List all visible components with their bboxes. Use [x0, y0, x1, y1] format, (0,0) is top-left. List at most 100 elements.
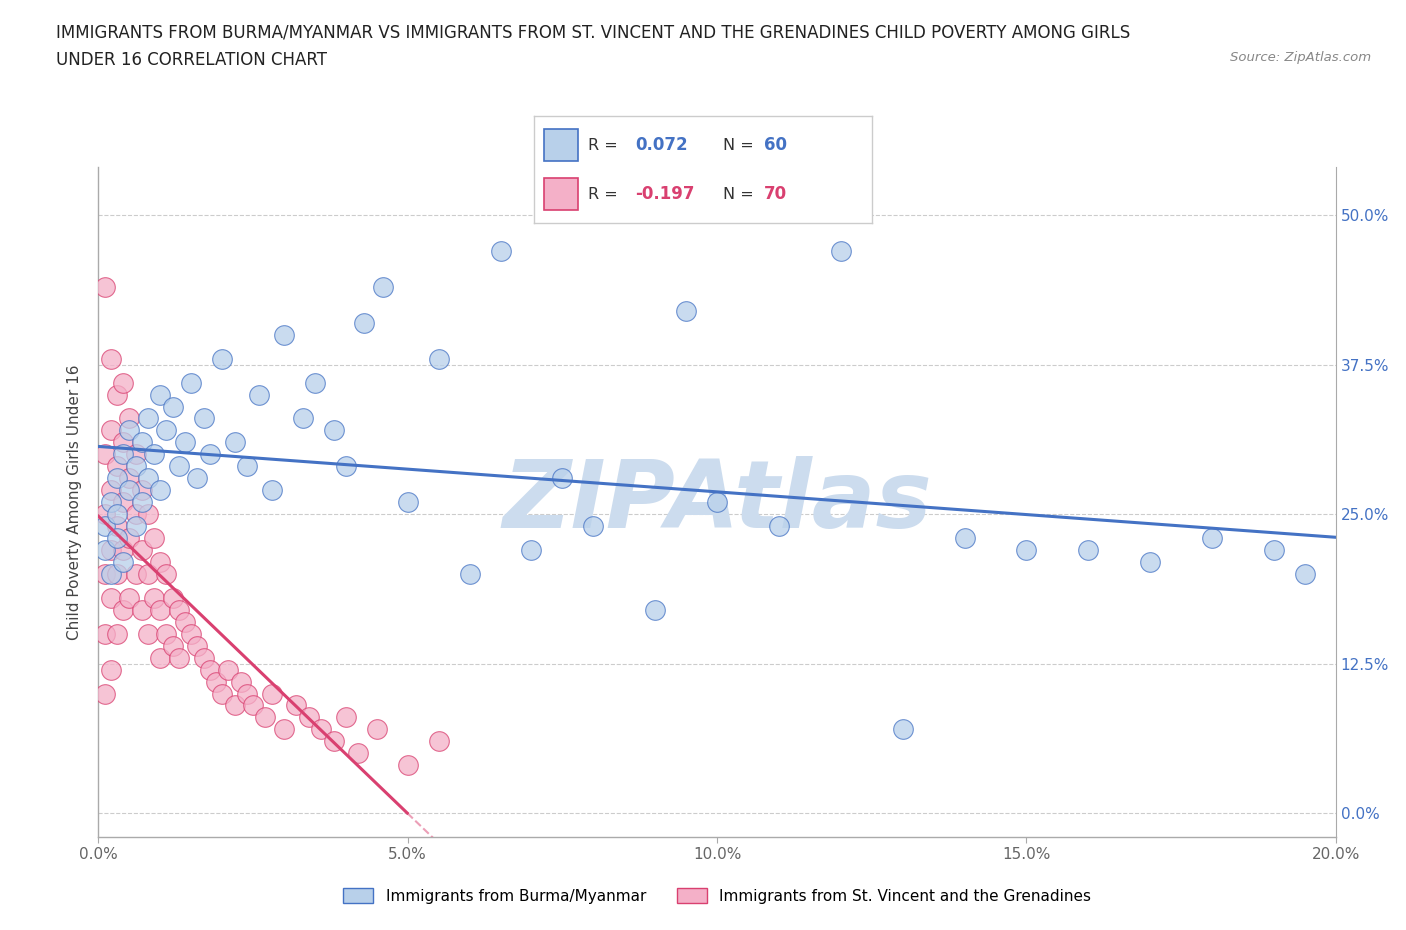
Point — [347, 746, 370, 761]
Point — [93, 280, 115, 295]
Point — [136, 507, 159, 522]
Point — [186, 638, 208, 653]
Point — [112, 447, 135, 462]
Point — [100, 662, 122, 677]
Point — [217, 662, 239, 677]
Point — [644, 603, 666, 618]
Point — [100, 542, 122, 557]
Point — [830, 244, 852, 259]
Point — [93, 507, 115, 522]
Point — [224, 698, 246, 713]
Point — [105, 531, 128, 546]
Point — [105, 507, 128, 522]
Point — [136, 566, 159, 581]
Point — [112, 603, 135, 618]
Point — [273, 722, 295, 737]
Point — [198, 447, 221, 462]
Point — [396, 495, 419, 510]
Point — [124, 566, 146, 581]
Point — [118, 591, 141, 605]
Point — [353, 315, 375, 330]
Point — [118, 411, 141, 426]
Text: N =: N = — [723, 138, 759, 153]
Point — [427, 734, 450, 749]
Point — [953, 531, 976, 546]
Text: 0.072: 0.072 — [636, 136, 688, 154]
Point — [105, 458, 128, 473]
Point — [224, 435, 246, 450]
Point — [236, 458, 259, 473]
Point — [149, 483, 172, 498]
Point — [143, 447, 166, 462]
Point — [162, 591, 184, 605]
Point — [291, 411, 314, 426]
Point — [1294, 566, 1316, 581]
Point — [93, 686, 115, 701]
Point — [136, 411, 159, 426]
FancyBboxPatch shape — [544, 129, 578, 161]
Point — [136, 626, 159, 641]
Point — [260, 686, 283, 701]
Point — [149, 554, 172, 569]
Text: IMMIGRANTS FROM BURMA/MYANMAR VS IMMIGRANTS FROM ST. VINCENT AND THE GRENADINES : IMMIGRANTS FROM BURMA/MYANMAR VS IMMIGRA… — [56, 23, 1130, 41]
Point — [174, 435, 197, 450]
Point — [124, 447, 146, 462]
Point — [112, 495, 135, 510]
Point — [100, 423, 122, 438]
Point — [247, 387, 270, 402]
Point — [131, 495, 153, 510]
Point — [93, 542, 115, 557]
Point — [118, 423, 141, 438]
Point — [100, 566, 122, 581]
Point — [304, 375, 326, 390]
Point — [162, 399, 184, 414]
Text: -0.197: -0.197 — [636, 185, 695, 204]
Point — [112, 542, 135, 557]
Point — [105, 471, 128, 485]
Point — [143, 591, 166, 605]
Point — [335, 458, 357, 473]
Point — [193, 650, 215, 665]
Point — [1077, 542, 1099, 557]
Point — [155, 626, 177, 641]
Point — [167, 603, 190, 618]
Point — [1263, 542, 1285, 557]
Point — [149, 603, 172, 618]
Point — [322, 734, 344, 749]
Point — [366, 722, 388, 737]
Point — [211, 352, 233, 366]
Point — [396, 758, 419, 773]
Point — [100, 591, 122, 605]
Point — [285, 698, 308, 713]
Point — [112, 435, 135, 450]
Point — [105, 519, 128, 534]
Text: R =: R = — [588, 187, 623, 202]
Point — [118, 471, 141, 485]
Point — [675, 303, 697, 318]
Point — [131, 542, 153, 557]
Point — [273, 327, 295, 342]
Point — [260, 483, 283, 498]
Point — [254, 710, 277, 724]
Point — [174, 615, 197, 630]
Point — [105, 387, 128, 402]
Text: UNDER 16 CORRELATION CHART: UNDER 16 CORRELATION CHART — [56, 51, 328, 69]
Point — [93, 447, 115, 462]
Point — [489, 244, 512, 259]
Point — [93, 519, 115, 534]
Point — [706, 495, 728, 510]
Point — [131, 435, 153, 450]
Point — [100, 495, 122, 510]
Point — [1201, 531, 1223, 546]
Point — [458, 566, 481, 581]
Point — [768, 519, 790, 534]
Point — [205, 674, 228, 689]
Point — [100, 483, 122, 498]
Text: Source: ZipAtlas.com: Source: ZipAtlas.com — [1230, 51, 1371, 64]
Point — [186, 471, 208, 485]
Point — [551, 471, 574, 485]
Point — [335, 710, 357, 724]
Point — [180, 375, 202, 390]
Point — [155, 423, 177, 438]
Point — [118, 483, 141, 498]
